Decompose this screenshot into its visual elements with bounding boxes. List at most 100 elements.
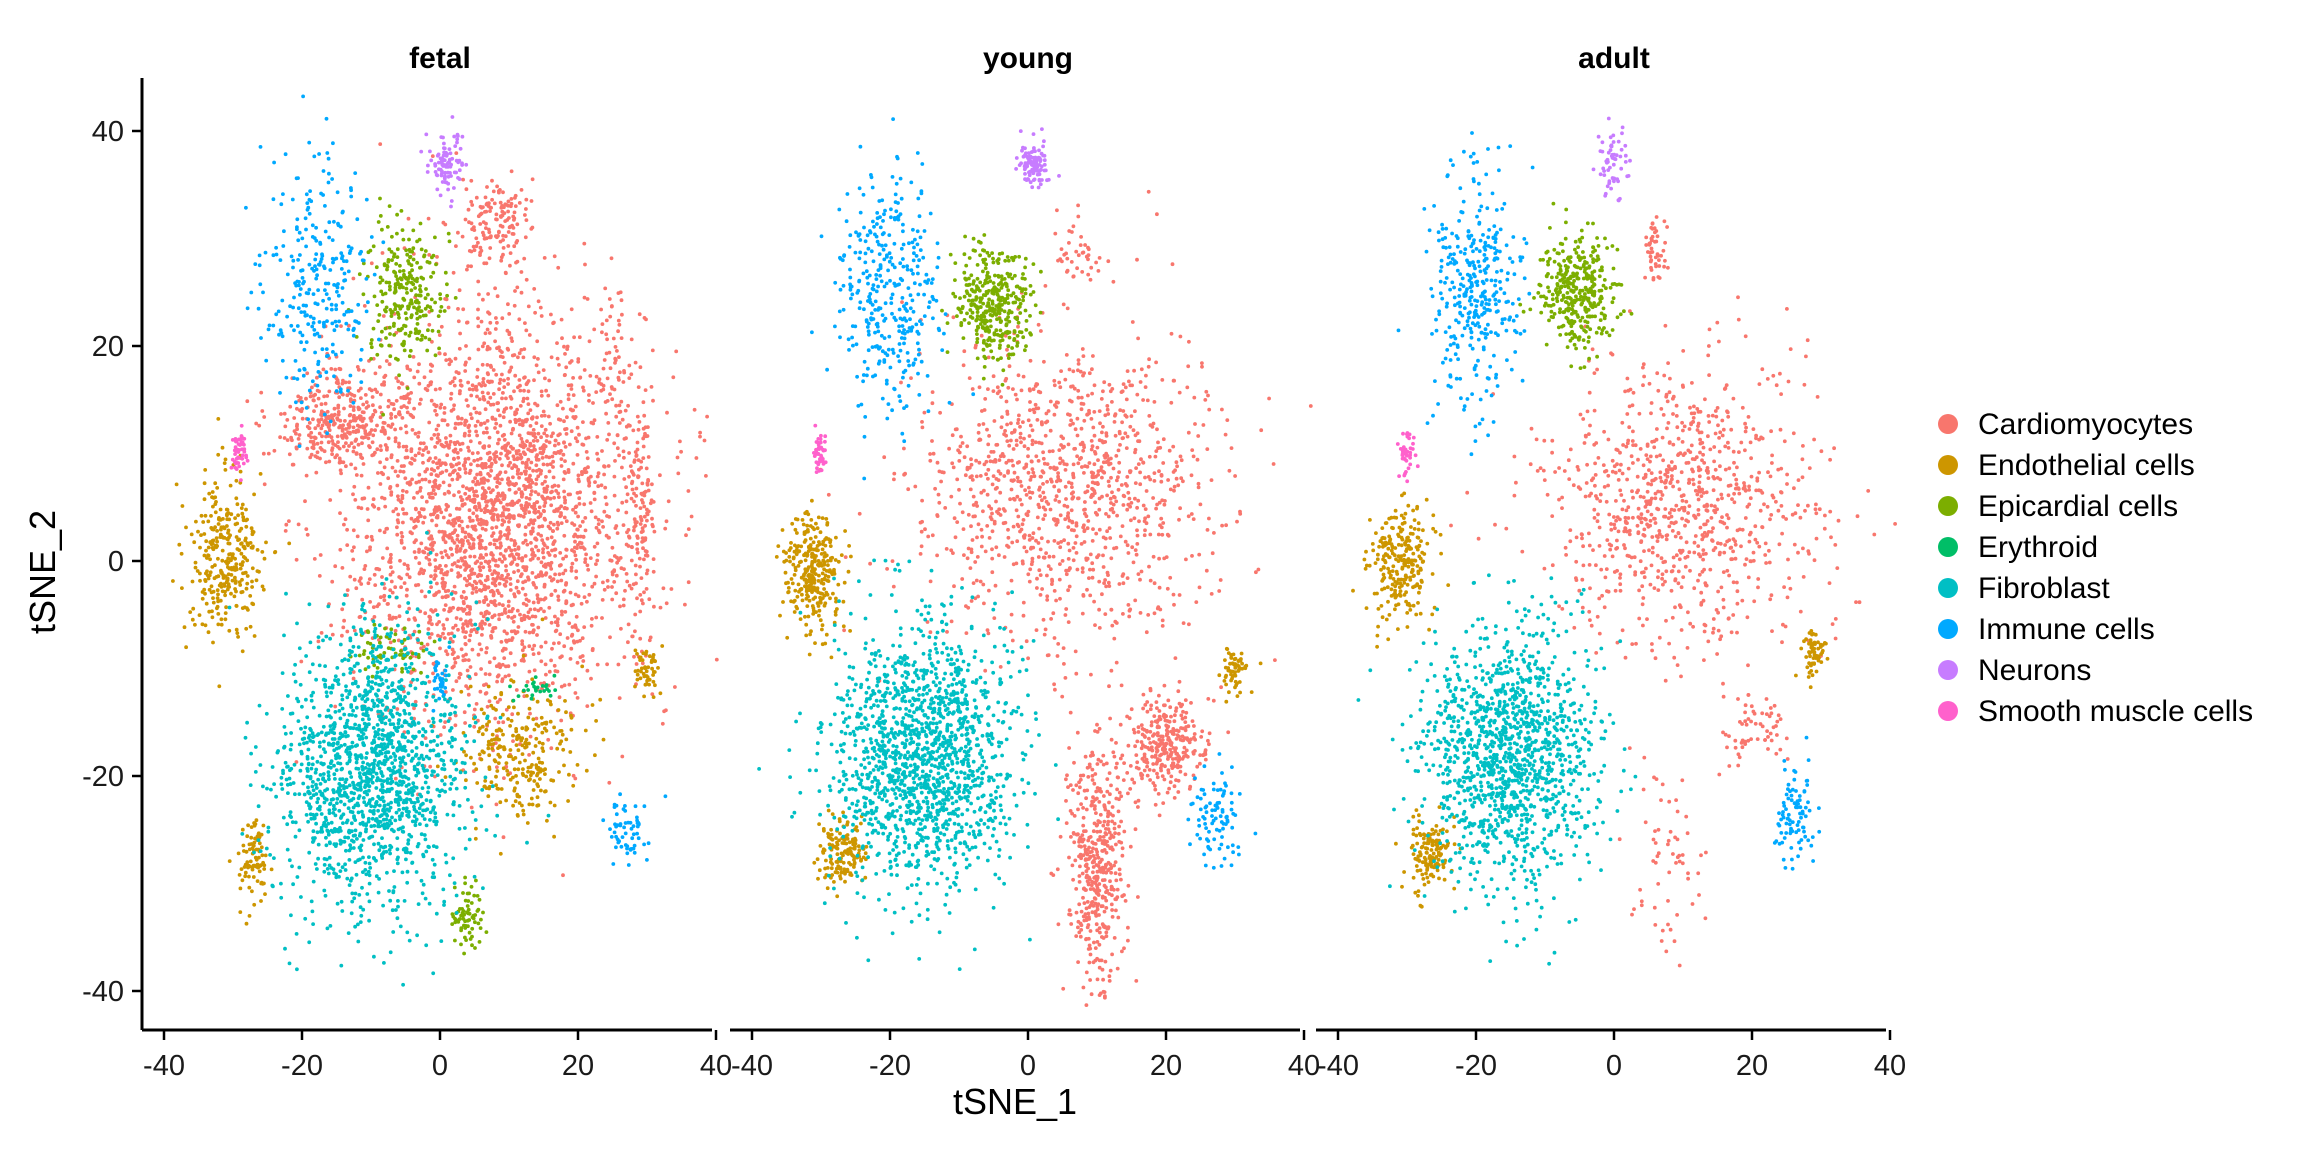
data-point: [247, 885, 252, 890]
data-point: [436, 423, 441, 428]
data-point: [636, 668, 640, 673]
data-point: [600, 616, 604, 620]
data-point: [452, 885, 457, 890]
data-point: [245, 399, 250, 404]
data-point: [512, 353, 517, 357]
data-point: [354, 632, 358, 637]
data-point: [549, 355, 554, 360]
data-point: [515, 456, 520, 460]
data-point: [626, 528, 631, 532]
data-point: [494, 454, 499, 459]
data-point: [540, 741, 545, 746]
data-point: [469, 901, 474, 905]
data-point: [287, 452, 292, 457]
data-point: [580, 654, 585, 658]
data-point: [590, 648, 595, 653]
data-point: [566, 397, 571, 402]
data-point: [310, 662, 315, 667]
data-point: [389, 453, 394, 457]
data-point: [582, 502, 587, 507]
data-point: [435, 515, 440, 520]
data-point: [427, 651, 432, 655]
data-point: [476, 316, 480, 321]
cluster-fetal-1: [245, 351, 439, 497]
data-point: [501, 415, 506, 420]
data-point: [527, 706, 532, 711]
data-point: [501, 554, 506, 559]
data-point: [609, 256, 614, 261]
data-point: [516, 625, 521, 629]
data-point: [253, 822, 258, 826]
data-point: [381, 903, 385, 908]
data-point: [408, 254, 413, 259]
data-point: [486, 746, 491, 751]
data-point: [645, 568, 650, 573]
data-point: [498, 223, 503, 228]
data-point: [610, 585, 614, 589]
data-point: [497, 381, 502, 385]
data-point: [464, 938, 468, 942]
data-point: [510, 499, 515, 504]
data-point: [389, 416, 393, 420]
data-point: [421, 757, 426, 761]
data-point: [492, 201, 497, 206]
data-point: [389, 493, 394, 497]
data-point: [378, 405, 382, 410]
data-point: [487, 753, 492, 758]
data-point: [476, 307, 480, 312]
data-point: [436, 486, 441, 491]
data-point: [632, 460, 637, 464]
data-point: [527, 476, 531, 481]
data-point: [488, 455, 492, 460]
data-point: [243, 870, 248, 875]
data-point: [583, 560, 587, 564]
data-point: [420, 813, 425, 818]
data-point: [504, 396, 508, 401]
data-point: [360, 456, 365, 460]
data-point: [448, 532, 452, 537]
data-point: [502, 437, 507, 442]
data-point: [486, 794, 491, 799]
data-point: [375, 670, 380, 675]
data-point: [338, 716, 343, 721]
data-point: [516, 449, 521, 453]
data-point: [419, 309, 424, 313]
data-point: [283, 424, 288, 429]
data-point: [633, 648, 638, 653]
data-point: [475, 433, 479, 438]
data-point: [622, 369, 626, 373]
data-point: [458, 448, 463, 452]
data-point: [416, 300, 421, 305]
data-point: [360, 885, 364, 890]
data-point: [523, 213, 527, 217]
data-point: [485, 201, 489, 206]
data-point: [569, 727, 574, 732]
data-point: [395, 518, 400, 523]
data-point: [395, 707, 400, 711]
data-point: [566, 383, 571, 388]
data-point: [234, 589, 238, 594]
data-point: [601, 580, 605, 585]
data-point: [389, 565, 393, 570]
data-point: [464, 486, 469, 491]
data-point: [500, 679, 504, 684]
data-point: [613, 358, 618, 363]
data-point: [475, 463, 480, 468]
data-point: [550, 548, 554, 553]
data-point: [232, 594, 237, 599]
data-point: [474, 236, 479, 241]
data-point: [529, 796, 534, 801]
data-point: [558, 399, 563, 404]
data-point: [573, 592, 578, 597]
data-point: [326, 773, 331, 778]
data-point: [634, 494, 639, 498]
data-point: [419, 670, 423, 675]
data-point: [523, 758, 527, 763]
data-point: [487, 672, 492, 677]
data-point: [631, 428, 636, 433]
data-point: [375, 567, 380, 571]
data-point: [500, 445, 505, 450]
data-point: [479, 248, 484, 253]
data-point: [300, 416, 305, 421]
data-point: [468, 412, 473, 417]
